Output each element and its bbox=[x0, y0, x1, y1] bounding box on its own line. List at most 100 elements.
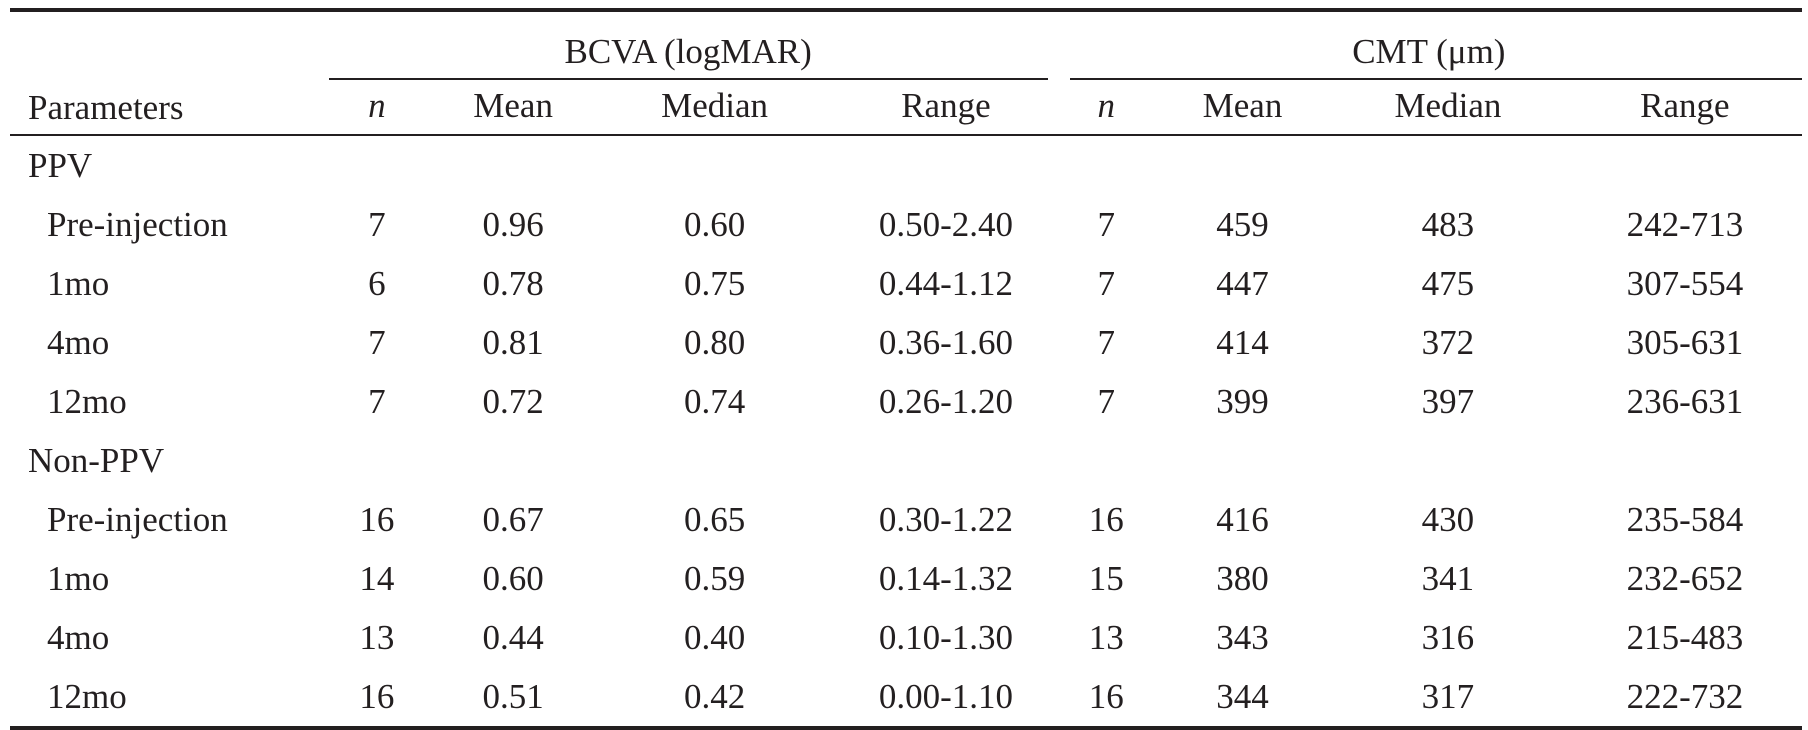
bcva-median-cell: 0.59 bbox=[683, 558, 746, 598]
bcva-median-cell: 0.65 bbox=[683, 499, 746, 539]
cmt-group-header: CMT (μm) bbox=[1056, 10, 1802, 80]
section-label: Non-PPV bbox=[28, 440, 165, 480]
cmt-group-rule bbox=[1069, 78, 1802, 80]
row-label: Pre-injection bbox=[47, 204, 228, 244]
cmt-mean-cell: 380 bbox=[1216, 558, 1269, 598]
cmt-mean-cell: 459 bbox=[1216, 204, 1269, 244]
cmt-range-cell: 235-584 bbox=[1626, 499, 1744, 539]
cmt-group-title: CMT (μm) bbox=[1352, 32, 1506, 71]
results-table: Parameters BCVA (logMAR) CMT (μm) n Mean… bbox=[10, 8, 1802, 730]
table-row: Pre-injection 7 0.96 0.60 0.50-2.40 7 45… bbox=[10, 195, 1802, 254]
bcva-mean-cell: 0.60 bbox=[482, 558, 544, 598]
bcva-mean-cell: 0.67 bbox=[482, 499, 544, 539]
cmt-median-cell: 475 bbox=[1421, 263, 1475, 303]
cmt-median-cell: 397 bbox=[1421, 381, 1475, 421]
cmt-median-cell: 341 bbox=[1421, 558, 1475, 598]
table-row: 12mo 7 0.72 0.74 0.26-1.20 7 399 397 236… bbox=[10, 372, 1802, 431]
bcva-n-header: n bbox=[320, 78, 434, 136]
bcva-range-cell: 0.26-1.20 bbox=[878, 381, 1013, 421]
table-row: 4mo 13 0.44 0.40 0.10-1.30 13 343 316 21… bbox=[10, 608, 1802, 667]
bcva-range-cell: 0.00-1.10 bbox=[878, 676, 1013, 716]
bcva-n-cell: 16 bbox=[359, 676, 395, 716]
bcva-mean-cell: 0.78 bbox=[482, 263, 544, 303]
cmt-mean-cell: 416 bbox=[1216, 499, 1269, 539]
row-label: 4mo bbox=[47, 322, 110, 362]
cmt-mean-cell: 399 bbox=[1216, 381, 1269, 421]
bcva-median-header: Median bbox=[593, 78, 837, 136]
bcva-median-cell: 0.74 bbox=[683, 381, 746, 421]
cmt-mean-cell: 414 bbox=[1216, 322, 1269, 362]
bcva-range-cell: 0.10-1.30 bbox=[878, 617, 1013, 657]
bcva-range-cell: 0.36-1.60 bbox=[878, 322, 1013, 362]
bcva-n-cell: 7 bbox=[368, 322, 386, 362]
cmt-mean-cell: 344 bbox=[1216, 676, 1269, 716]
cmt-range-header: Range bbox=[1567, 78, 1802, 136]
bcva-median-cell: 0.80 bbox=[683, 322, 746, 362]
cmt-median-cell: 483 bbox=[1421, 204, 1475, 244]
table-row: Pre-injection 16 0.67 0.65 0.30-1.22 16 … bbox=[10, 490, 1802, 549]
cmt-n-cell: 7 bbox=[1097, 263, 1116, 303]
cmt-range-cell: 232-652 bbox=[1626, 558, 1744, 598]
row-label: 1mo bbox=[47, 558, 110, 598]
section-row-non-ppv: Non-PPV bbox=[10, 431, 1802, 490]
table-row: 12mo 16 0.51 0.42 0.00-1.10 16 344 317 2… bbox=[10, 667, 1802, 728]
cmt-mean-cell: 343 bbox=[1216, 617, 1269, 657]
cmt-range-cell: 236-631 bbox=[1626, 381, 1744, 421]
bcva-range-cell: 0.44-1.12 bbox=[878, 263, 1013, 303]
parameters-header: Parameters bbox=[10, 10, 321, 136]
cmt-mean-header: Mean bbox=[1156, 78, 1329, 136]
cmt-range-cell: 242-713 bbox=[1626, 204, 1744, 244]
cmt-n-cell: 7 bbox=[1097, 204, 1116, 244]
bcva-n-cell: 16 bbox=[359, 499, 395, 539]
row-label: 12mo bbox=[47, 381, 127, 421]
table-row: 4mo 7 0.81 0.80 0.36-1.60 7 414 372 305-… bbox=[10, 313, 1802, 372]
row-label: 1mo bbox=[47, 263, 110, 303]
bcva-median-cell: 0.42 bbox=[683, 676, 746, 716]
bcva-mean-cell: 0.44 bbox=[482, 617, 544, 657]
bcva-mean-cell: 0.81 bbox=[482, 322, 544, 362]
table-row: 1mo 6 0.78 0.75 0.44-1.12 7 447 475 307-… bbox=[10, 254, 1802, 313]
bcva-mean-header: Mean bbox=[433, 78, 594, 136]
cmt-range-cell: 305-631 bbox=[1626, 322, 1744, 362]
cmt-n-cell: 13 bbox=[1088, 617, 1124, 657]
bcva-n-cell: 7 bbox=[368, 381, 386, 421]
header-row-columns: n Mean Median Range n Mean Median Range bbox=[10, 78, 1802, 136]
section-label: PPV bbox=[28, 145, 93, 185]
bcva-range-cell: 0.30-1.22 bbox=[878, 499, 1013, 539]
bcva-range-cell: 0.50-2.40 bbox=[878, 204, 1013, 244]
bcva-group-header: BCVA (logMAR) bbox=[321, 10, 1056, 80]
bcva-median-cell: 0.40 bbox=[683, 617, 746, 657]
header-row-groups: Parameters BCVA (logMAR) CMT (μm) bbox=[10, 10, 1802, 136]
bcva-n-cell: 6 bbox=[368, 263, 386, 303]
bcva-n-cell: 14 bbox=[359, 558, 395, 598]
cmt-mean-cell: 447 bbox=[1216, 263, 1269, 303]
bcva-median-cell: 0.60 bbox=[683, 204, 746, 244]
table-row: 1mo 14 0.60 0.59 0.14-1.32 15 380 341 23… bbox=[10, 549, 1802, 608]
bcva-n-cell: 7 bbox=[368, 204, 386, 244]
bcva-n-cell: 13 bbox=[359, 617, 395, 657]
cmt-n-cell: 7 bbox=[1097, 381, 1116, 421]
cmt-range-cell: 222-732 bbox=[1626, 676, 1744, 716]
bcva-median-cell: 0.75 bbox=[683, 263, 746, 303]
cmt-n-header: n bbox=[1055, 78, 1157, 136]
row-label: 4mo bbox=[47, 617, 110, 657]
cmt-n-cell: 16 bbox=[1088, 676, 1124, 716]
cmt-range-cell: 215-483 bbox=[1626, 617, 1744, 657]
bcva-group-rule bbox=[328, 78, 1048, 80]
row-label: 12mo bbox=[47, 676, 127, 716]
bcva-mean-cell: 0.72 bbox=[482, 381, 544, 421]
bcva-group-title: BCVA (logMAR) bbox=[564, 32, 812, 71]
cmt-n-cell: 7 bbox=[1097, 322, 1116, 362]
cmt-median-cell: 430 bbox=[1421, 499, 1475, 539]
bcva-range-header: Range bbox=[836, 78, 1056, 136]
bcva-mean-cell: 0.96 bbox=[482, 204, 544, 244]
row-label: Pre-injection bbox=[47, 499, 228, 539]
cmt-n-cell: 16 bbox=[1088, 499, 1124, 539]
cmt-range-cell: 307-554 bbox=[1626, 263, 1744, 303]
cmt-median-cell: 317 bbox=[1421, 676, 1475, 716]
bcva-mean-cell: 0.51 bbox=[482, 676, 544, 716]
bcva-range-cell: 0.14-1.32 bbox=[878, 558, 1013, 598]
cmt-n-cell: 15 bbox=[1088, 558, 1124, 598]
cmt-median-cell: 316 bbox=[1421, 617, 1475, 657]
